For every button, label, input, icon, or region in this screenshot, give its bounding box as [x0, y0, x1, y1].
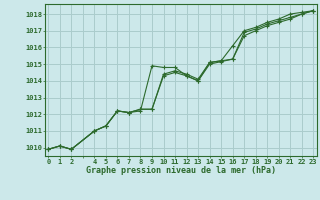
X-axis label: Graphe pression niveau de la mer (hPa): Graphe pression niveau de la mer (hPa): [86, 166, 276, 175]
